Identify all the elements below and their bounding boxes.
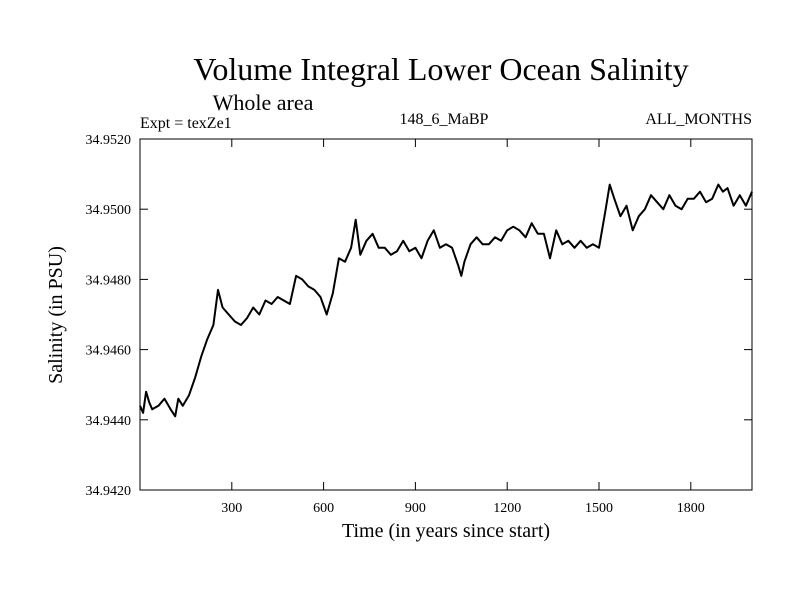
run-label: 148_6_MaBP xyxy=(400,111,489,128)
plot-frame xyxy=(139,138,753,491)
y-tick-label: 34.9440 xyxy=(86,414,132,429)
x-tick-label: 900 xyxy=(405,501,426,516)
y-tick-label: 34.9480 xyxy=(86,273,132,288)
x-axis-label: Time (in years since start) xyxy=(342,520,550,542)
chart-subtitle: Whole area xyxy=(213,90,314,115)
x-tick-label: 600 xyxy=(313,501,334,516)
y-axis-label: Salinity (in PSU) xyxy=(45,246,67,384)
x-tick-label: 300 xyxy=(221,501,242,516)
period-label: ALL_MONTHS xyxy=(645,111,752,128)
x-tick-label: 1500 xyxy=(585,501,613,516)
x-tick-label: 1200 xyxy=(493,501,521,516)
chart-title: Volume Integral Lower Ocean Salinity xyxy=(193,51,688,87)
x-axis-ticks: 300 600 900 1200 1500 1800 xyxy=(221,139,705,516)
y-tick-label: 34.9460 xyxy=(86,344,132,359)
salinity-series-line xyxy=(139,183,753,418)
y-tick-label: 34.9500 xyxy=(86,203,132,218)
experiment-label: Expt = texZe1 xyxy=(140,115,232,132)
y-axis-ticks: 34.9420 34.9440 34.9460 34.9480 34.9500 34.95… xyxy=(86,133,752,499)
y-tick-label: 34.9520 xyxy=(86,133,132,148)
x-tick-label: 1800 xyxy=(677,501,705,516)
y-tick-label: 34.9420 xyxy=(86,484,132,499)
